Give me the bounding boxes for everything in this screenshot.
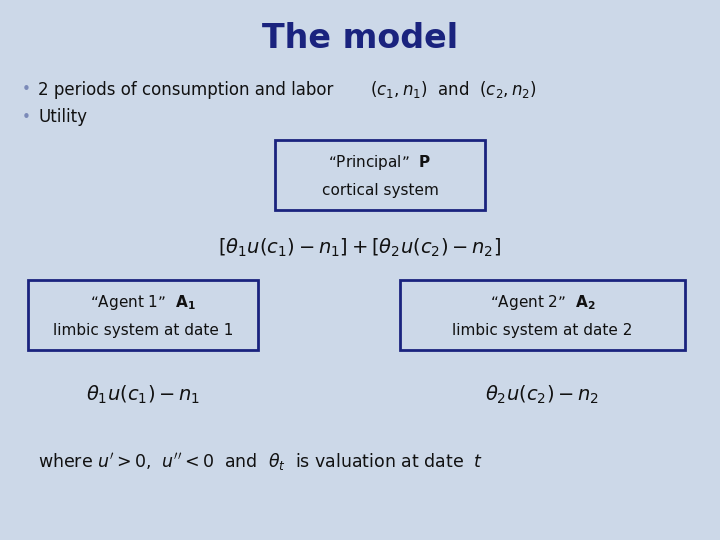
Text: limbic system at date 1: limbic system at date 1 [53, 322, 233, 338]
Text: Utility: Utility [38, 108, 87, 126]
Text: cortical system: cortical system [322, 183, 438, 198]
Text: “Agent 2”  $\mathbf{A_2}$: “Agent 2” $\mathbf{A_2}$ [490, 293, 595, 312]
Text: “Agent 1”  $\mathbf{A_1}$: “Agent 1” $\mathbf{A_1}$ [90, 293, 196, 312]
Text: •: • [22, 110, 31, 125]
FancyBboxPatch shape [275, 140, 485, 210]
Text: where $u' > 0$,  $u'' < 0$  and  $\theta_t$  is valuation at date  $t$: where $u' > 0$, $u'' < 0$ and $\theta_t$… [38, 451, 483, 473]
Text: 2 periods of consumption and labor: 2 periods of consumption and labor [38, 81, 338, 99]
FancyBboxPatch shape [400, 280, 685, 350]
Text: $(c_1, n_1)$  and  $(c_2, n_2)$: $(c_1, n_1)$ and $(c_2, n_2)$ [370, 79, 537, 100]
Text: •: • [22, 83, 31, 98]
Text: $\theta_1 u(c_1) - n_1$: $\theta_1 u(c_1) - n_1$ [86, 384, 200, 406]
Text: limbic system at date 2: limbic system at date 2 [452, 322, 633, 338]
Text: The model: The model [262, 22, 458, 55]
Text: $\theta_2 u(c_2) - n_2$: $\theta_2 u(c_2) - n_2$ [485, 384, 600, 406]
Text: $[\theta_1 u(c_1) - n_1] + [\theta_2 u(c_2) - n_2]$: $[\theta_1 u(c_1) - n_1] + [\theta_2 u(c… [218, 237, 502, 259]
FancyBboxPatch shape [28, 280, 258, 350]
Text: “Principal”  $\mathbf{P}$: “Principal” $\mathbf{P}$ [328, 152, 431, 172]
